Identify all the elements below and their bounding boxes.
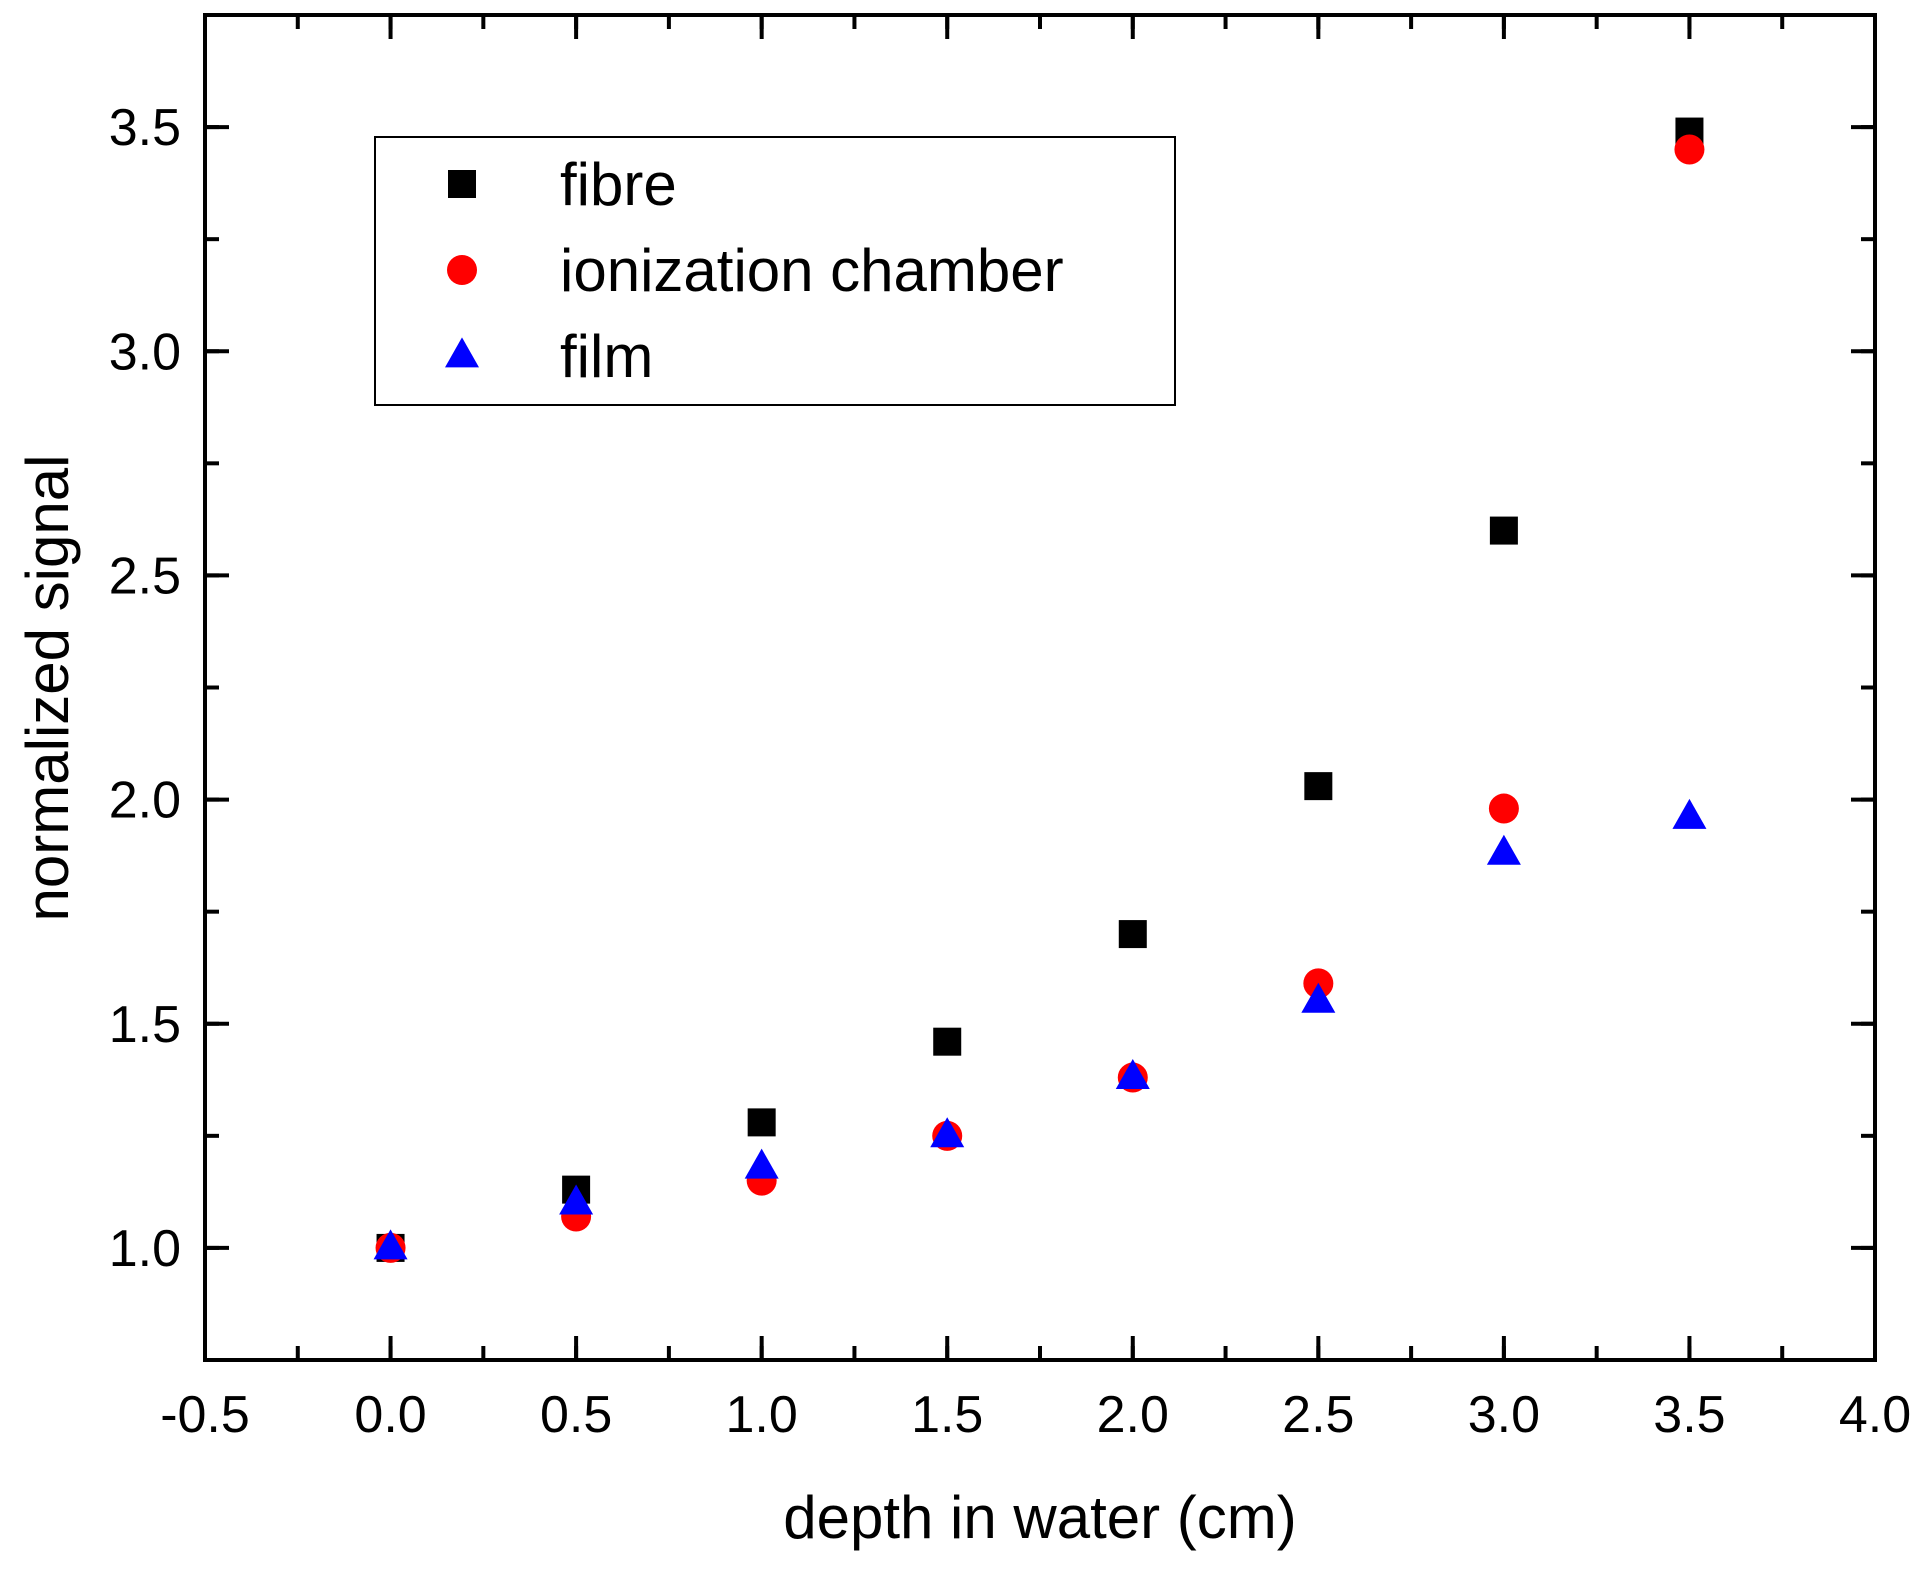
y-tick-label: 3.5 [109, 99, 181, 157]
y-tick-label: 1.0 [109, 1220, 181, 1278]
point-film [373, 1229, 408, 1260]
y-axis-title: normalized signal [14, 455, 81, 922]
y-tick-label: 2.5 [109, 547, 181, 605]
legend-items: fibre ionization chamber film [445, 151, 1064, 390]
point-fibre [933, 1027, 962, 1056]
tick-labels: -0.5 0.0 0.5 1.0 1.5 2.0 2.5 3.0 3.5 4.0 1.0 1.5 2.0… [109, 99, 1911, 1444]
point-film [1672, 798, 1707, 829]
point-film [930, 1117, 965, 1148]
x-tick-label: 3.5 [1653, 1386, 1725, 1444]
legend-marker-fibre [448, 170, 476, 198]
x-tick-label: 0.0 [354, 1386, 426, 1444]
point-film [1115, 1058, 1150, 1089]
plot-frame [203, 13, 1877, 1362]
x-tick-label: 1.0 [726, 1386, 798, 1444]
x-tick-label: 1.5 [911, 1386, 983, 1444]
point-film [1301, 982, 1336, 1013]
legend-marker-film [445, 337, 479, 368]
x-axis-title: depth in water (cm) [783, 1484, 1297, 1551]
x-tick-label: 2.0 [1097, 1386, 1169, 1444]
point-ionization-chamber [1488, 793, 1519, 824]
x-tick-label: 2.5 [1282, 1386, 1354, 1444]
point-film [1486, 834, 1521, 865]
point-fibre [1118, 920, 1147, 949]
legend: fibre ionization chamber film [374, 136, 1176, 406]
series-film [373, 798, 1707, 1260]
x-tick-label: 0.5 [540, 1386, 612, 1444]
point-fibre [1489, 516, 1518, 545]
point-fibre [1304, 772, 1333, 801]
point-ionization-chamber [1674, 134, 1705, 165]
point-film [559, 1184, 594, 1215]
legend-box [374, 136, 1176, 406]
x-tick-label: 4.0 [1839, 1386, 1911, 1444]
x-tick-label: -0.5 [160, 1386, 250, 1444]
legend-label-fibre: fibre [560, 151, 677, 218]
data-markers [373, 117, 1707, 1263]
legend-marker-ionization-chamber [447, 255, 477, 285]
x-tick-label: 3.0 [1468, 1386, 1540, 1444]
y-tick-label: 3.0 [109, 323, 181, 381]
y-tick-label: 2.0 [109, 772, 181, 830]
point-film [744, 1148, 779, 1179]
y-tick-label: 1.5 [109, 996, 181, 1054]
legend-label-ionization-chamber: ionization chamber [560, 237, 1064, 304]
point-fibre [747, 1108, 776, 1137]
legend-label-film: film [560, 323, 653, 390]
